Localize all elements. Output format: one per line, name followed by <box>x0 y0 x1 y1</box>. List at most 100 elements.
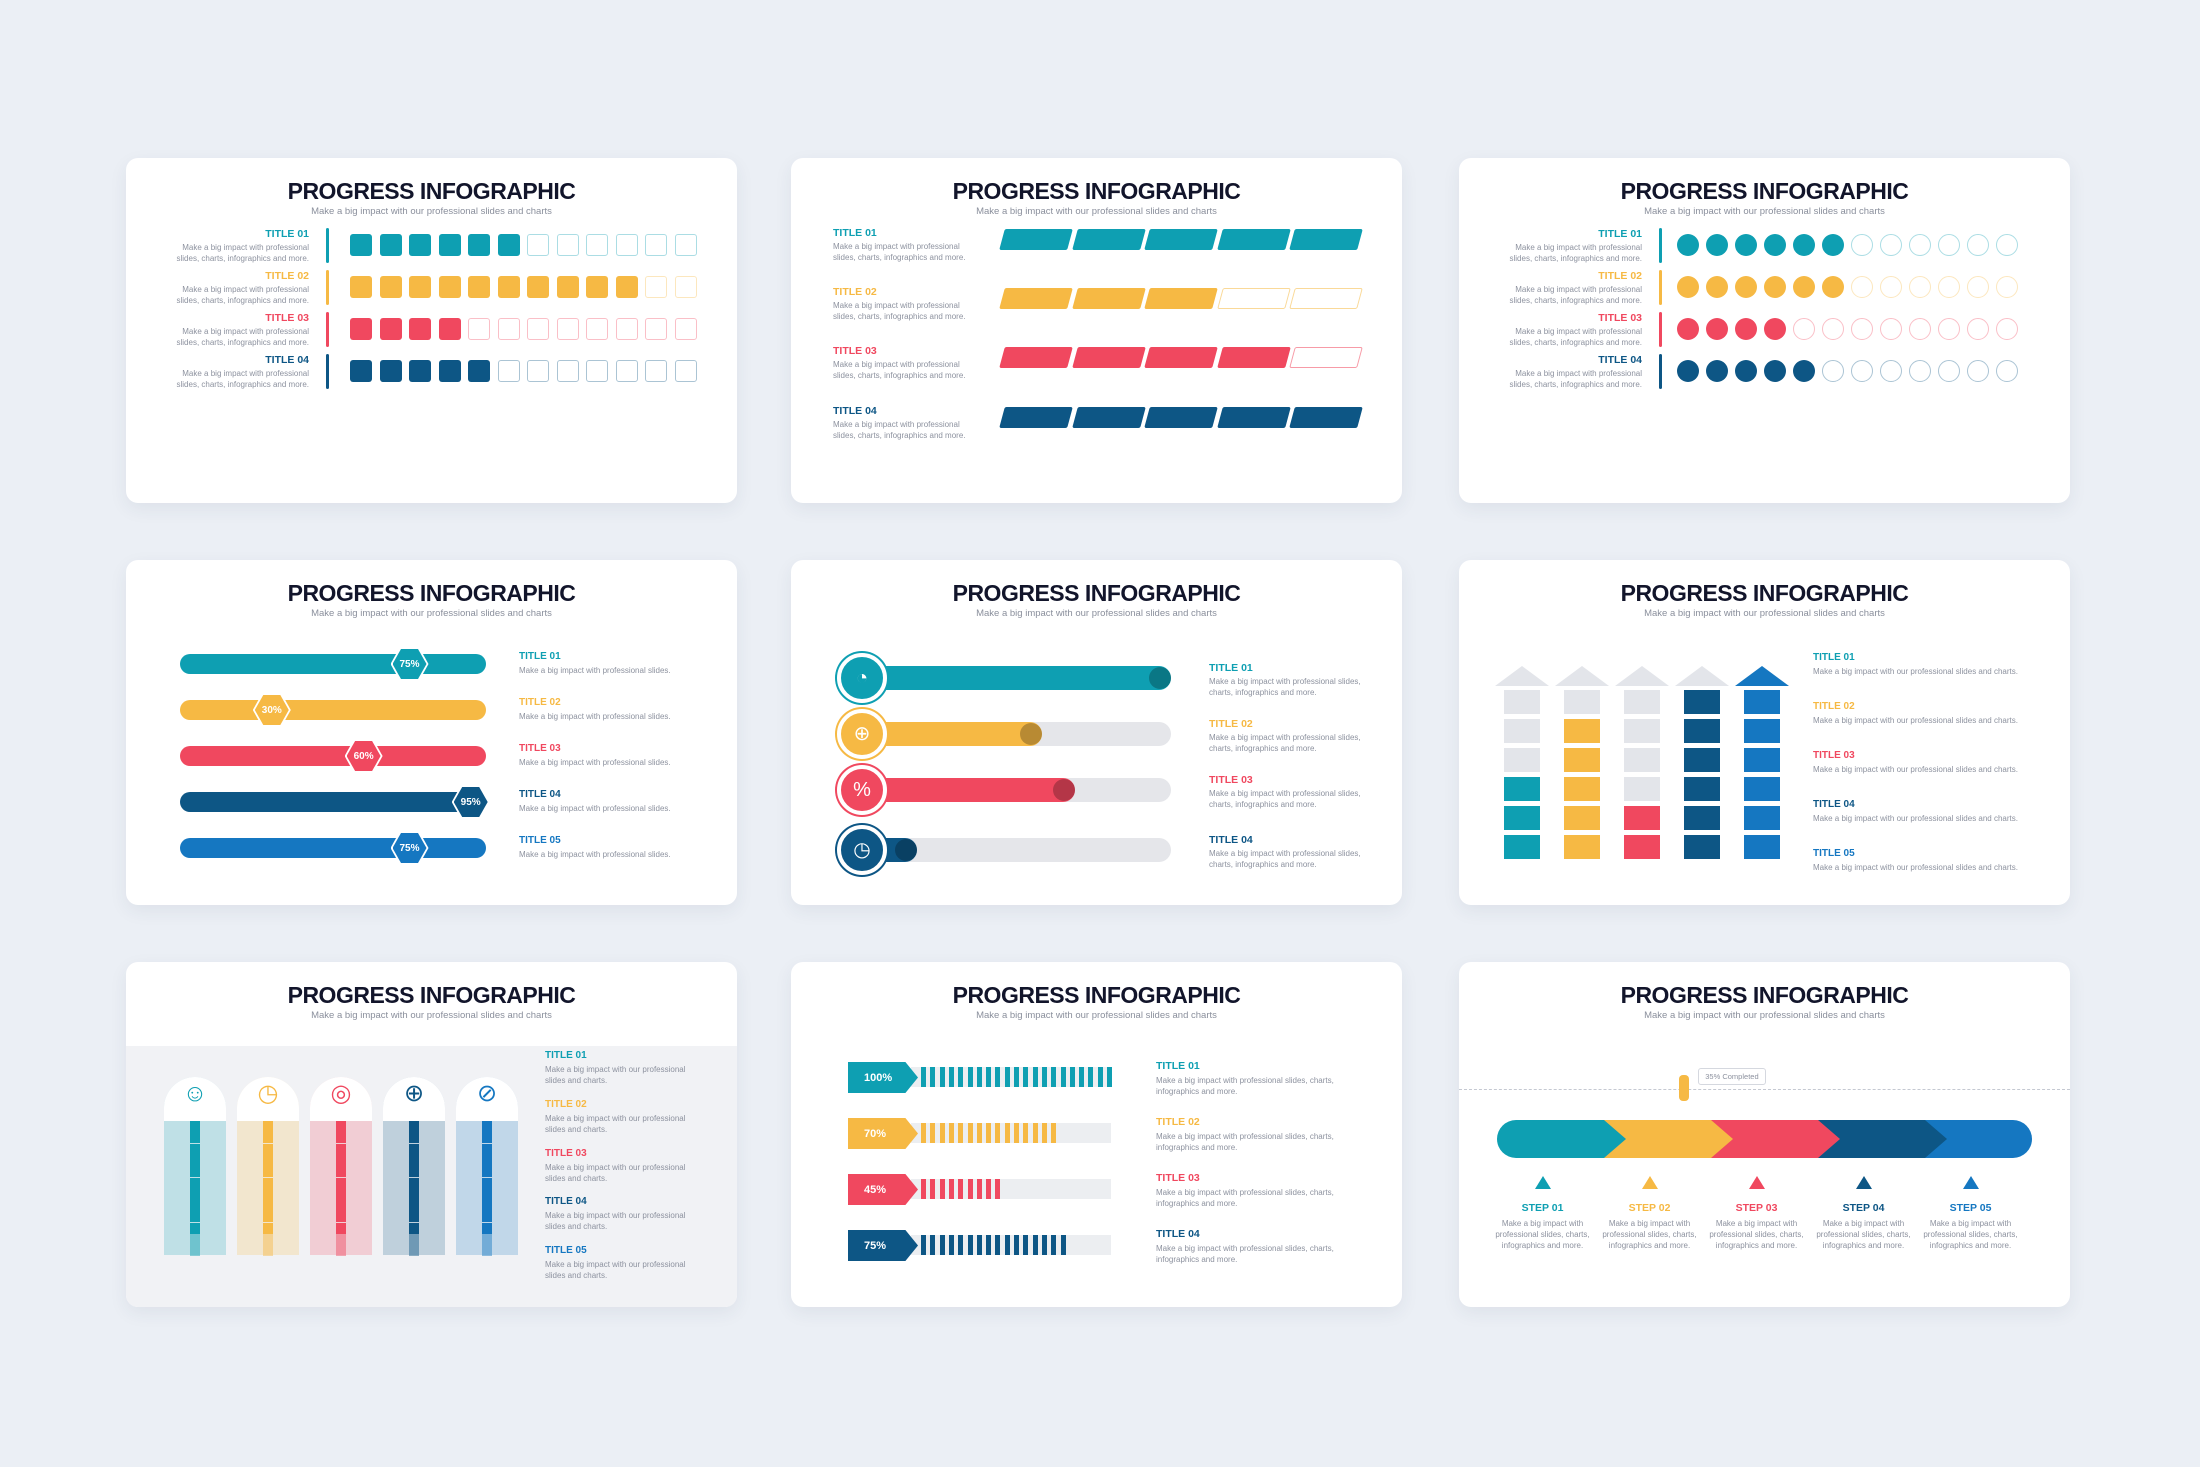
slide-dots-progress[interactable]: PROGRESS INFOGRAPHIC Make a big impact w… <box>1459 158 2070 503</box>
progress-stripe <box>1014 1067 1019 1087</box>
progress-knob[interactable] <box>1053 779 1076 801</box>
column-cell-filled <box>1744 835 1780 859</box>
progress-marker[interactable] <box>1679 1075 1690 1101</box>
column-cell-filled <box>1504 777 1540 801</box>
progress-square-empty <box>674 276 697 298</box>
progress-square-filled <box>468 234 490 256</box>
progress-knob[interactable] <box>1020 723 1043 745</box>
chevron-progress-bar <box>1497 1120 2032 1158</box>
progress-dot-filled <box>1793 234 1815 256</box>
row-description: Make a big impact with professional slid… <box>1509 369 1642 389</box>
progress-cell-filled <box>482 1200 492 1212</box>
row-title: TITLE 01 <box>1209 662 1253 674</box>
clock-icon: ◷ <box>853 839 871 861</box>
progress-square-filled <box>350 318 372 340</box>
row-title: TITLE 04 <box>1209 834 1253 846</box>
column-cell-empty <box>1504 690 1540 714</box>
progress-segment-filled <box>1144 407 1218 428</box>
progress-square-filled <box>379 318 402 340</box>
column-pill-cap <box>456 1077 518 1121</box>
row-title: TITLE 02 <box>833 286 877 298</box>
row-description-line: Make a big impact with our professional <box>545 1114 686 1123</box>
column-cell-filled <box>1744 777 1780 801</box>
progress-dot-empty <box>1967 360 1989 382</box>
progress-knob[interactable] <box>894 839 917 861</box>
row-title: TITLE 03 <box>519 743 561 754</box>
progress-segment-filled <box>999 288 1073 309</box>
progress-stripe <box>986 1123 992 1143</box>
progress-square-empty <box>556 234 579 256</box>
column-cell-filled <box>1624 806 1660 830</box>
progress-segment-filled <box>1071 288 1146 309</box>
progress-cell-filled <box>190 1177 200 1189</box>
progress-square-filled <box>409 234 431 256</box>
row-title: TITLE 04 <box>833 405 877 417</box>
progress-dot-filled <box>1677 360 1699 382</box>
progress-square-empty <box>527 360 549 382</box>
slide-step-timeline[interactable]: PROGRESS INFOGRAPHIC Make a big impact w… <box>1459 962 2070 1307</box>
progress-cell-filled <box>409 1154 419 1166</box>
step-pointer <box>1641 1176 1658 1189</box>
slide-title: PROGRESS INFOGRAPHIC <box>952 178 1241 204</box>
step-label: STEP 03 <box>1735 1202 1778 1214</box>
slide-subtitle: Make a big impact with our professional … <box>311 608 552 619</box>
progress-stripe <box>939 1067 945 1087</box>
row-divider <box>1659 312 1662 347</box>
progress-segment-filled <box>1144 229 1218 250</box>
progress-cell-filled <box>482 1121 492 1132</box>
column-cell-filled <box>1744 748 1780 772</box>
column-pill-cap <box>310 1077 372 1121</box>
progress-dot-empty <box>1996 234 2018 256</box>
row-title: TITLE 04 <box>1598 354 1642 366</box>
row-description: Make a big impact with professional slid… <box>159 284 309 306</box>
progress-square-empty <box>497 360 520 382</box>
progress-cell-filled <box>409 1188 419 1200</box>
column-pill-cap <box>237 1077 299 1121</box>
row-description-line: slides and charts. <box>545 1222 608 1231</box>
slider-track <box>180 654 486 674</box>
slide-arrow-columns[interactable]: PROGRESS INFOGRAPHIC Make a big impact w… <box>1459 560 2070 905</box>
progress-knob[interactable] <box>1149 667 1171 689</box>
row-description: Make a big impact with professional slid… <box>833 360 966 380</box>
progress-cell-filled <box>409 1121 419 1132</box>
progress-cell-filled <box>482 1222 492 1234</box>
row-description: Make a big impact with professional slid… <box>159 242 309 264</box>
slide-pill-columns[interactable]: PROGRESS INFOGRAPHIC Make a big impact w… <box>126 962 737 1307</box>
progress-square-empty <box>645 360 667 382</box>
progress-cell-empty <box>482 1245 492 1257</box>
row-title: TITLE 02 <box>519 697 561 708</box>
row-title: TITLE 01 <box>833 227 877 239</box>
row-divider <box>326 354 329 389</box>
slide-subtitle: Make a big impact with our professional … <box>976 206 1217 217</box>
row-description: Make a big impact with our professional s… <box>545 1259 715 1281</box>
progress-cell-filled <box>336 1143 346 1155</box>
column-cell-filled <box>1684 806 1720 830</box>
progress-cell-filled <box>336 1188 346 1200</box>
column-cell-filled <box>1504 806 1540 830</box>
slide-squares-progress[interactable]: PROGRESS INFOGRAPHIC Make a big impact w… <box>126 158 737 503</box>
slide-icon-progress-bars[interactable]: PROGRESS INFOGRAPHIC Make a big impact w… <box>791 560 1402 905</box>
progress-cell-filled <box>190 1121 200 1132</box>
progress-dot-filled <box>1706 360 1728 382</box>
slide-subtitle: Make a big impact with our professional … <box>1644 1010 1885 1021</box>
progress-dot-filled <box>1677 234 1699 256</box>
step-pointer <box>1748 1176 1765 1189</box>
slide-striped-progress[interactable]: PROGRESS INFOGRAPHIC Make a big impact w… <box>791 962 1402 1307</box>
progress-cell-filled <box>190 1200 200 1212</box>
row-title: TITLE 01 <box>519 651 561 662</box>
progress-segment-empty <box>1289 347 1363 368</box>
row-description: Make a big impact with professional slid… <box>1509 327 1642 347</box>
progress-square-empty <box>527 318 549 340</box>
column-arrow-head <box>1555 666 1609 686</box>
progress-cell-filled <box>409 1132 419 1144</box>
progress-dot-filled <box>1822 234 1844 256</box>
globe-icon: ⊕ <box>853 723 871 745</box>
row-description: Make a big impact with professional slid… <box>519 850 671 859</box>
column-cell-empty <box>1504 719 1540 743</box>
progress-cell-filled <box>336 1154 346 1166</box>
progress-cell-filled <box>190 1154 200 1166</box>
step-label: STEP 05 <box>1949 1202 1992 1214</box>
slide-hexagon-sliders[interactable]: PROGRESS INFOGRAPHIC Make a big impact w… <box>126 560 737 905</box>
step-pointer <box>1962 1176 1979 1189</box>
slide-parallelogram-progress[interactable]: PROGRESS INFOGRAPHIC Make a big impact w… <box>791 158 1402 503</box>
